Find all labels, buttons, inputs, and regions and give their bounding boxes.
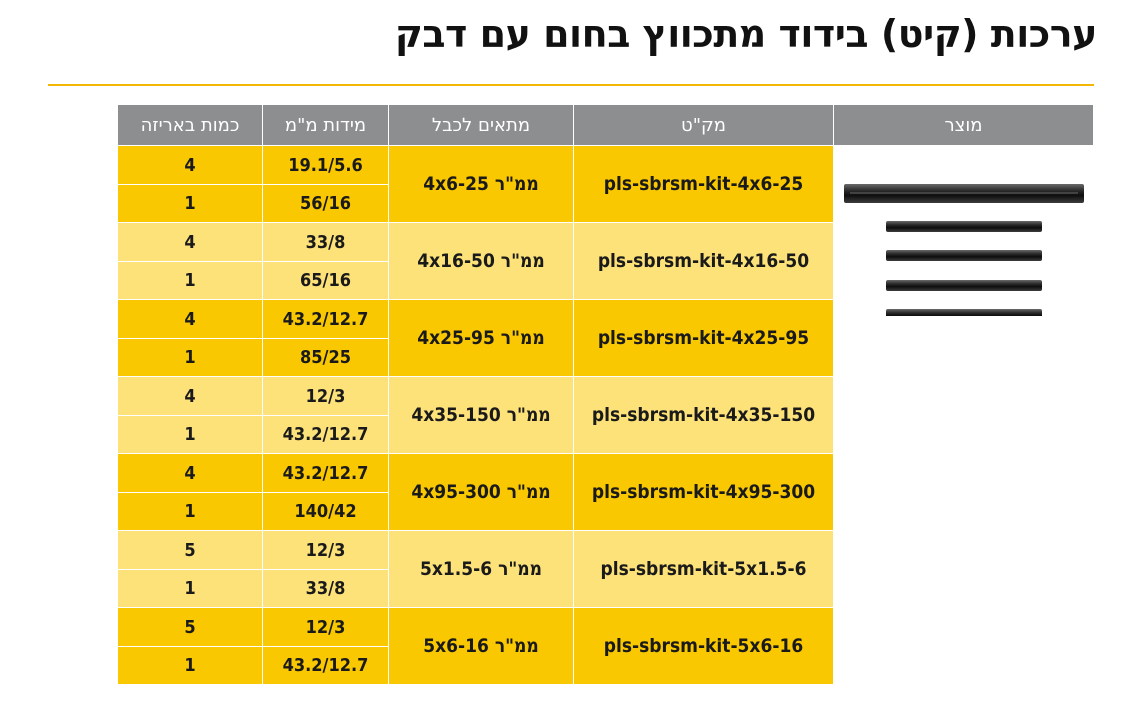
table-row: 140/42 1	[117, 492, 1094, 531]
fits-cable-cell: 4x25-95 ממ"ר	[388, 299, 574, 377]
table-row: pls-sbrsm-kit-4x95-300 4x95-300 ממ"ר 43.2/…	[117, 453, 1094, 531]
fits-cable-text: 4x95-300 ממ"ר	[411, 481, 551, 503]
fits-cable-text: 4x16-50 ממ"ר	[417, 250, 545, 272]
dimensions-cell: 43.2/12.7	[262, 415, 389, 454]
sku-cell: pls-sbrsm-kit-5x6-16	[573, 607, 834, 685]
quantity-cell: 1	[117, 492, 263, 531]
table-row: pls-sbrsm-kit-5x1.5-6 5x1.5-6 ממ"ר 12/3 5	[117, 530, 1094, 608]
table-row: 65/16 1	[117, 261, 1094, 300]
fits-cable-cell: 4x95-300 ממ"ר	[388, 453, 574, 531]
table-body: pls-sbrsm-kit-4x6-25 4x6-25 ממ"ר 19.1/5.6 4…	[117, 145, 1094, 685]
fits-cable-text: 5x6-16 ממ"ר	[423, 635, 539, 657]
quantity-cell: 1	[117, 569, 263, 608]
sku-cell: pls-sbrsm-kit-5x1.5-6	[573, 530, 834, 608]
heat-shrink-tubes-image	[843, 184, 1084, 316]
table-row: pls-sbrsm-kit-4x35-150 4x35-150 ממ"ר 12/3 4	[117, 376, 1094, 454]
quantity-cell: 1	[117, 184, 263, 223]
fits-cable-text: 4x6-25 ממ"ר	[423, 173, 539, 195]
page-title: ערכות (קיט) בידוד מתכווץ בחום עם דבק	[394, 12, 1098, 56]
table-row: 56/16 1	[117, 184, 1094, 223]
table-row: 33/8 1	[117, 569, 1094, 608]
fits-cable-text: 4x25-95 ממ"ר	[417, 327, 545, 349]
header-dimensions: מידות מ"מ	[262, 104, 389, 146]
quantity-cell: 4	[117, 376, 263, 416]
fits-cable-cell: 5x1.5-6 ממ"ר	[388, 530, 574, 608]
dimensions-cell: 33/8	[262, 569, 389, 608]
title-divider	[48, 84, 1094, 86]
quantity-cell: 4	[117, 453, 263, 493]
dimensions-cell: 56/16	[262, 184, 389, 223]
dimensions-cell: 85/25	[262, 338, 389, 377]
fits-cable-cell: 4x6-25 ממ"ר	[388, 145, 574, 223]
sku-cell: pls-sbrsm-kit-4x25-95	[573, 299, 834, 377]
table-row: pls-sbrsm-kit-4x16-50 4x16-50 ממ"ר 33/8 4	[117, 222, 1094, 300]
table-row: 43.2/12.7 1	[117, 646, 1094, 685]
table-row: 85/25 1	[117, 338, 1094, 377]
sku-cell: pls-sbrsm-kit-4x35-150	[573, 376, 834, 454]
dimensions-cell: 19.1/5.6	[262, 145, 389, 185]
fits-cable-cell: 4x35-150 ממ"ר	[388, 376, 574, 454]
dimensions-cell: 12/3	[262, 530, 389, 570]
quantity-cell: 4	[117, 299, 263, 339]
small-tube	[885, 250, 1042, 261]
quantity-cell: 5	[117, 530, 263, 570]
sku-cell: pls-sbrsm-kit-4x16-50	[573, 222, 834, 300]
table-row: 43.2/12.7 1	[117, 415, 1094, 454]
small-tube	[885, 280, 1042, 291]
product-image-cell	[833, 145, 1094, 685]
quantity-cell: 4	[117, 222, 263, 262]
table-header-row: מוצר מק"ט מתאים לכבל מידות מ"מ כמות בארי…	[117, 104, 1094, 146]
quantity-cell: 1	[117, 338, 263, 377]
header-fits: מתאים לכבל	[388, 104, 574, 146]
fits-cable-cell: 4x16-50 ממ"ר	[388, 222, 574, 300]
quantity-cell: 4	[117, 145, 263, 185]
small-tube	[885, 221, 1042, 232]
dimensions-cell: 12/3	[262, 607, 389, 647]
table-row: pls-sbrsm-kit-5x6-16 5x6-16 ממ"ר 12/3 5	[117, 607, 1094, 685]
dimensions-cell: 43.2/12.7	[262, 646, 389, 685]
sku-cell: pls-sbrsm-kit-4x95-300	[573, 453, 834, 531]
sku-cell: pls-sbrsm-kit-4x6-25	[573, 145, 834, 223]
header-sku: מק"ט	[573, 104, 834, 146]
fits-cable-text: 5x1.5-6 ממ"ר	[419, 558, 543, 580]
quantity-cell: 5	[117, 607, 263, 647]
dimensions-cell: 65/16	[262, 261, 389, 300]
dimensions-cell: 33/8	[262, 222, 389, 262]
fits-cable-cell: 5x6-16 ממ"ר	[388, 607, 574, 685]
header-quantity: כמות באריזה	[117, 104, 263, 146]
small-tube	[885, 309, 1042, 316]
table-row: pls-sbrsm-kit-4x25-95 4x25-95 ממ"ר 43.2/12…	[117, 299, 1094, 377]
header-product: מוצר	[833, 104, 1094, 146]
quantity-cell: 1	[117, 415, 263, 454]
dimensions-cell: 140/42	[262, 492, 389, 531]
table-row: pls-sbrsm-kit-4x6-25 4x6-25 ממ"ר 19.1/5.6 4	[117, 145, 1094, 685]
quantity-cell: 1	[117, 646, 263, 685]
dimensions-cell: 43.2/12.7	[262, 453, 389, 493]
dimensions-cell: 12/3	[262, 376, 389, 416]
quantity-cell: 1	[117, 261, 263, 300]
fits-cable-text: 4x35-150 ממ"ר	[411, 404, 551, 426]
kit-spec-table: מוצר מק"ט מתאים לכבל מידות מ"מ כמות בארי…	[117, 104, 1094, 685]
dimensions-cell: 43.2/12.7	[262, 299, 389, 339]
